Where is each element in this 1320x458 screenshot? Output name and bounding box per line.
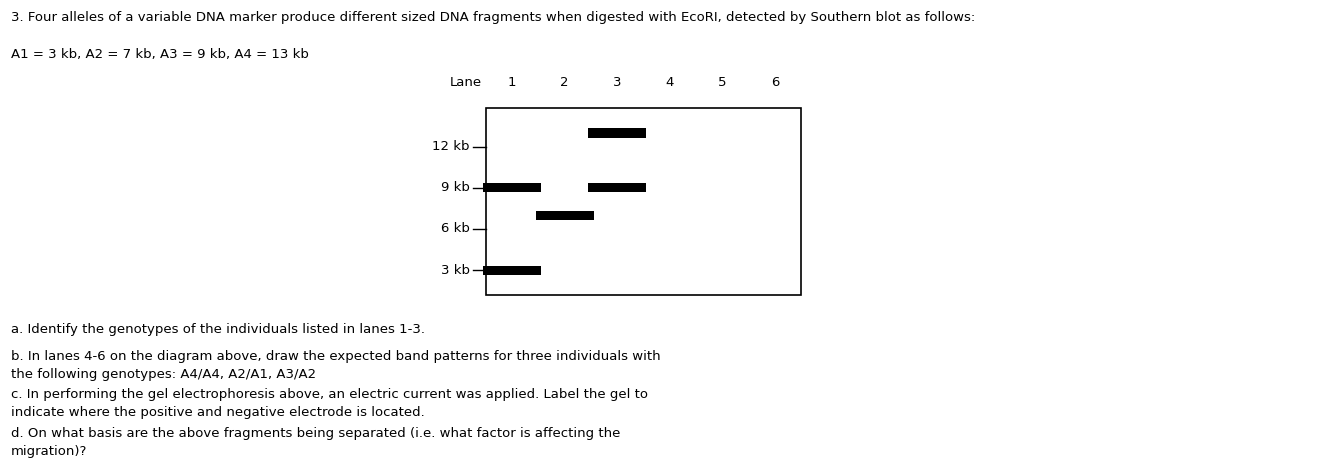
Text: 3 kb: 3 kb	[441, 264, 470, 277]
Text: 6 kb: 6 kb	[441, 223, 470, 235]
Text: 12 kb: 12 kb	[433, 140, 470, 153]
Bar	[483, 183, 541, 192]
Text: a. Identify the genotypes of the individuals listed in lanes 1-3.: a. Identify the genotypes of the individ…	[11, 323, 425, 336]
Text: 5: 5	[718, 76, 726, 89]
Text: d. On what basis are the above fragments being separated (i.e. what factor is af: d. On what basis are the above fragments…	[11, 427, 620, 458]
Text: A1 = 3 kb, A2 = 7 kb, A3 = 9 kb, A4 = 13 kb: A1 = 3 kb, A2 = 7 kb, A3 = 9 kb, A4 = 13…	[11, 48, 309, 61]
Bar	[483, 266, 541, 275]
Text: 6: 6	[771, 76, 779, 89]
Text: 1: 1	[508, 76, 516, 89]
Bar	[536, 211, 594, 220]
Bar	[589, 128, 647, 137]
Text: 3: 3	[612, 76, 622, 89]
Bar	[589, 183, 647, 192]
Text: c. In performing the gel electrophoresis above, an electric current was applied.: c. In performing the gel electrophoresis…	[11, 388, 648, 420]
Text: 2: 2	[561, 76, 569, 89]
Text: 4: 4	[665, 76, 675, 89]
Text: 3. Four alleles of a variable DNA marker produce different sized DNA fragments w: 3. Four alleles of a variable DNA marker…	[11, 11, 974, 24]
Text: Lane: Lane	[450, 76, 482, 89]
Text: 9 kb: 9 kb	[441, 181, 470, 194]
Text: b. In lanes 4-6 on the diagram above, draw the expected band patterns for three : b. In lanes 4-6 on the diagram above, dr…	[11, 350, 660, 382]
Bar	[486, 108, 801, 295]
